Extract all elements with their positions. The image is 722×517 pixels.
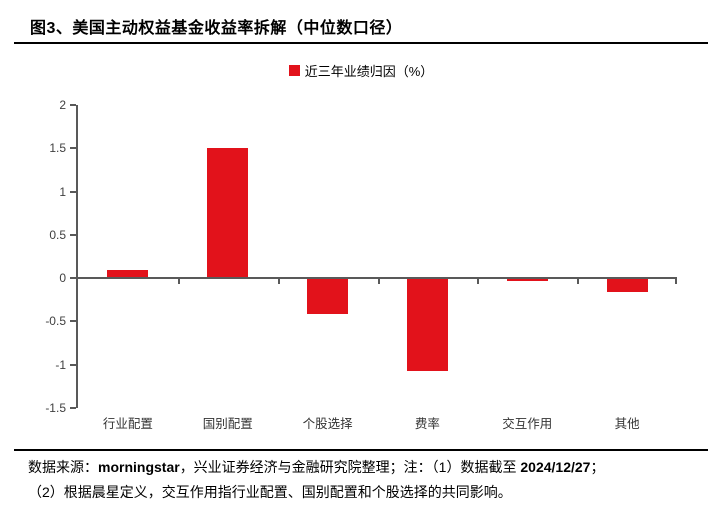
- x-axis-category-label: 个股选择: [302, 417, 353, 431]
- note-text-line2: （2）根据晨星定义，交互作用指行业配置、国别配置和个股选择的共同影响。: [28, 483, 512, 500]
- bar-其他: [606, 279, 648, 293]
- x-axis-tick: [477, 279, 480, 285]
- y-axis-tick-label: 0: [59, 271, 66, 286]
- bar-chart-plot-area: [76, 105, 677, 408]
- y-axis-tick: [70, 233, 76, 236]
- x-axis-category-label: 其他: [614, 417, 640, 431]
- x-axis-tick: [277, 279, 280, 285]
- footnote-divider: [14, 449, 708, 451]
- legend-label: 近三年业绩归因（%）: [304, 63, 434, 79]
- y-axis-tick: [70, 320, 76, 323]
- note-text: ；: [590, 459, 605, 475]
- y-axis-tick-label: 0.5: [49, 227, 66, 242]
- note-text: 数据来源：: [28, 459, 98, 475]
- bar-费率: [406, 279, 448, 371]
- note-text: ，兴业证券经济与金融研究院整理；注：（1）数据截至: [179, 459, 521, 475]
- chart-legend: 近三年业绩归因（%）: [0, 62, 722, 79]
- y-axis-tick-label: -1: [55, 357, 66, 372]
- y-axis-line: [76, 105, 78, 408]
- bar-个股选择: [307, 279, 349, 314]
- x-axis-zero-line: [78, 277, 677, 280]
- y-axis-tick: [70, 104, 76, 106]
- title-divider: [14, 42, 708, 44]
- figure-title: 图3、美国主动权益基金收益率拆解（中位数口径）: [30, 20, 403, 37]
- y-axis-tick-label: 1.5: [49, 141, 66, 156]
- source-note: 数据来源：morningstar，兴业证券经济与金融研究院整理；注：（1）数据截…: [28, 455, 706, 504]
- y-axis-tick: [70, 190, 76, 193]
- note-cutoff-date: 2024/12/27: [520, 459, 591, 475]
- y-axis-tick-label: 1: [59, 184, 66, 199]
- y-axis-tick-label: -1.5: [45, 401, 66, 415]
- y-axis-tick: [70, 147, 76, 150]
- y-axis-tick-label: -0.5: [45, 314, 66, 329]
- legend-swatch-icon: [288, 64, 300, 76]
- x-axis-category-label: 交互作用: [502, 417, 553, 431]
- y-axis-tick-label: 2: [59, 98, 66, 112]
- x-axis-category-label: 行业配置: [102, 417, 153, 431]
- bar-交互作用: [506, 279, 548, 281]
- x-axis-category-label: 国别配置: [202, 417, 253, 431]
- y-axis-tick: [70, 407, 76, 409]
- y-axis-tick: [70, 277, 76, 280]
- x-axis-tick: [577, 279, 580, 285]
- bar-行业配置: [107, 270, 149, 280]
- bar-国别配置: [207, 148, 249, 280]
- x-axis-tick: [177, 279, 180, 285]
- x-axis-tick: [675, 279, 677, 285]
- y-axis-tick: [70, 363, 76, 366]
- x-axis-category-label: 费率: [414, 417, 440, 431]
- x-axis-tick: [377, 279, 380, 285]
- note-source-name: morningstar: [98, 459, 180, 475]
